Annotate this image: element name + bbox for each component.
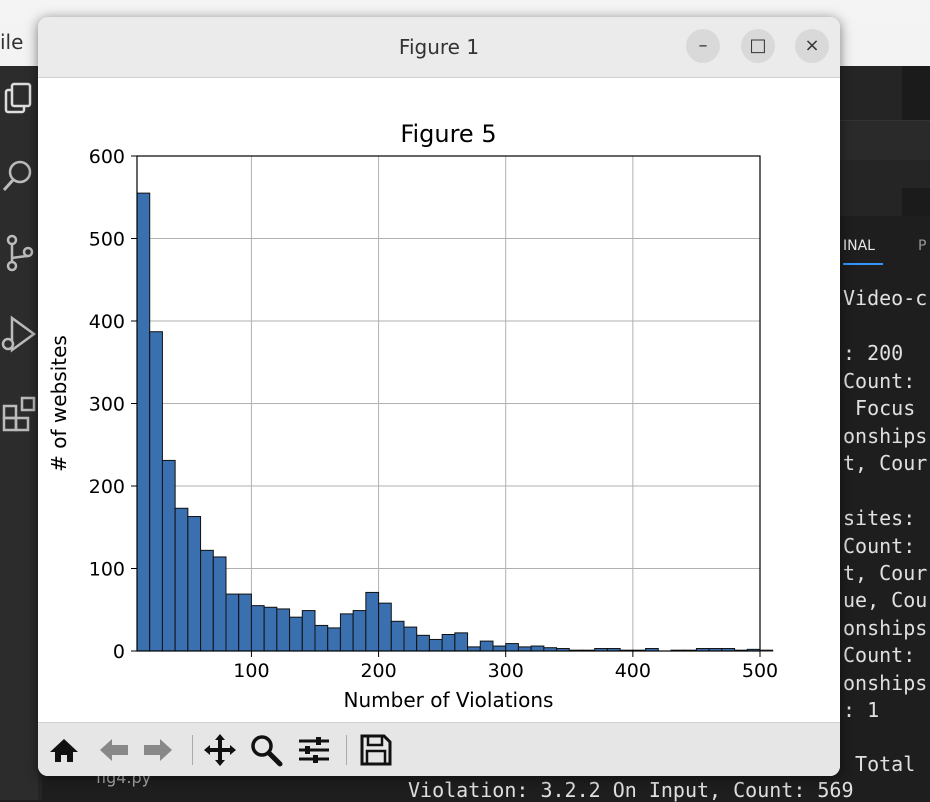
close-icon: × [804, 35, 820, 56]
histogram-bar [200, 549, 214, 652]
tab-ports[interactable]: P [918, 238, 927, 254]
terminal-line: onships [843, 424, 928, 448]
histogram-bar [479, 640, 494, 652]
search-icon[interactable] [0, 154, 38, 198]
terminal-line: t, Cour [843, 561, 928, 585]
menu-file[interactable]: ile [0, 30, 24, 54]
histogram-bar [187, 516, 202, 652]
toolbar-separator [192, 735, 193, 765]
histogram-bar [517, 646, 532, 652]
histogram-bar [365, 591, 380, 652]
terminal-line: : 1 [843, 698, 880, 722]
tab-terminal[interactable]: INAL [843, 238, 875, 254]
zoom-icon[interactable] [248, 732, 284, 768]
y-tick-label: 200 [89, 476, 125, 498]
forward-arrow-icon[interactable] [140, 732, 176, 768]
histogram-bar [759, 649, 774, 652]
histogram-bar [136, 192, 151, 652]
save-icon[interactable] [358, 732, 394, 768]
histogram-bar [161, 459, 176, 652]
terminal-line: : 200 [843, 341, 904, 365]
histogram-bar [390, 620, 405, 652]
histogram-bar [263, 606, 278, 652]
y-axis-label: # of websites [47, 335, 71, 472]
extensions-icon[interactable] [0, 392, 38, 436]
terminal-line: Count: [843, 369, 916, 393]
title-bar[interactable]: Figure 1 – □ × [38, 17, 840, 78]
plot-canvas[interactable]: 100 200 300 400 500 0 100 200 300 400 500 600 Figure… [38, 78, 840, 722]
toolbar-separator [346, 735, 347, 765]
histogram-bar [352, 610, 367, 652]
y-tick-label: 500 [89, 229, 125, 251]
terminal-line: Violation: 3.2.2 On Input, Count: 569 [408, 778, 854, 802]
x-tick-label: 100 [233, 660, 269, 682]
x-tick-label: 200 [360, 660, 396, 682]
terminal-line: onships [843, 671, 928, 695]
pan-icon[interactable] [202, 732, 238, 768]
window-title: Figure 1 [398, 35, 480, 59]
navigation-toolbar [38, 722, 840, 776]
editor-line-highlight [840, 120, 930, 162]
minimize-button[interactable]: – [686, 29, 720, 63]
histogram-bar [441, 634, 456, 652]
explorer-icon[interactable] [0, 80, 38, 124]
histogram-bar [174, 507, 189, 652]
terminal-line: Count: [843, 643, 916, 667]
configure-subplots-icon[interactable] [296, 732, 332, 768]
terminal-line: Total [843, 752, 916, 776]
histogram-bar [492, 645, 507, 652]
histogram-bar [339, 613, 354, 652]
histogram-bar [250, 605, 265, 652]
home-icon[interactable] [46, 732, 82, 768]
histogram-bar [225, 593, 240, 652]
maximize-button[interactable]: □ [741, 29, 775, 63]
x-tick-label: 400 [615, 660, 651, 682]
y-tick-label: 400 [89, 311, 125, 333]
terminal-line: t, Cour [843, 451, 928, 475]
editor-line [840, 160, 930, 188]
histogram-bar [454, 632, 469, 652]
histogram-bar [403, 626, 418, 652]
histogram-bar [212, 556, 227, 652]
histogram-bar [276, 608, 291, 652]
maximize-icon: □ [749, 35, 767, 56]
x-axis-label: Number of Violations [344, 688, 554, 712]
minimize-icon: – [698, 35, 708, 56]
histogram-bar [314, 624, 329, 652]
source-control-icon[interactable] [0, 232, 38, 276]
terminal-line: Focus [843, 396, 916, 420]
terminal-line: ue, Cou [843, 588, 928, 612]
chart-title: Figure 5 [400, 120, 496, 148]
histogram-chart: 100 200 300 400 500 0 100 200 300 400 500 600 Figure… [47, 120, 778, 712]
histogram-bar [327, 627, 341, 652]
terminal-line: Count: [843, 534, 916, 558]
x-tick-label: 300 [488, 660, 524, 682]
histogram-bar [505, 643, 519, 652]
y-tick-label: 300 [89, 394, 125, 416]
histogram-bar [378, 602, 392, 652]
system-top-bar [0, 0, 930, 18]
figure-window: Figure 1 – □ × 100 200 300 400 500 0 100 200 300… [38, 17, 840, 776]
histogram-bar [289, 616, 303, 652]
histogram-bar [149, 331, 163, 652]
x-tick-label: 500 [742, 660, 778, 682]
histogram-bar [530, 645, 545, 652]
histogram-bar [238, 593, 252, 652]
tab-terminal-underline [843, 263, 883, 265]
close-button[interactable]: × [795, 29, 829, 63]
y-tick-label: 100 [89, 559, 125, 581]
activity-bar [0, 66, 38, 800]
histogram-bar [416, 634, 430, 652]
y-tick-label: 600 [89, 146, 125, 168]
terminal-line: sites: [843, 506, 916, 530]
terminal-line: onships [843, 616, 928, 640]
histogram-bar [467, 646, 481, 652]
y-tick-label: 0 [113, 641, 125, 663]
histogram-bar [428, 638, 443, 652]
run-debug-icon[interactable] [0, 312, 38, 356]
histogram-bar [301, 610, 316, 652]
back-arrow-icon[interactable] [96, 732, 132, 768]
terminal-line: Video-c [843, 286, 928, 310]
